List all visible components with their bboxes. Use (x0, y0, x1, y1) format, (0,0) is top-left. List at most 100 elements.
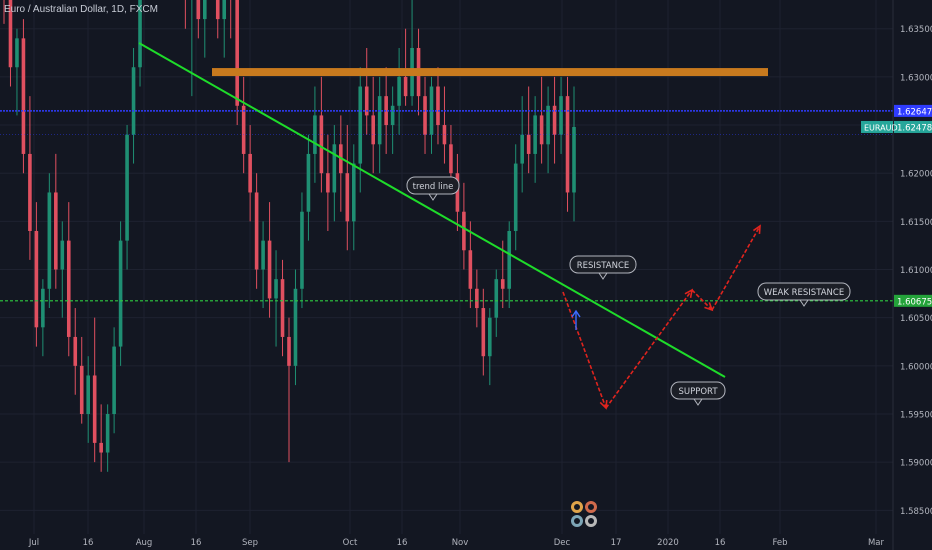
y-tick-label: 1.63500 (900, 25, 932, 35)
candle-body (332, 144, 337, 193)
candle-body (202, 0, 207, 20)
candle-body (54, 192, 58, 270)
price-axis[interactable]: 1.58500 1.59000 1.59500 1.60000 1.60500 1.610… (861, 0, 932, 550)
resistance-label: RESISTANCE (569, 255, 637, 280)
arrow-head (752, 224, 761, 235)
candle-body (449, 144, 453, 174)
resistance-label-pointer (598, 272, 608, 280)
candle-body (21, 38, 26, 154)
candle-body (241, 105, 246, 154)
candle-body (280, 279, 285, 337)
candle-body (559, 96, 563, 135)
y-tick-label: 1.60500 (900, 314, 932, 324)
candle-body (66, 240, 71, 337)
candle-body (351, 163, 356, 222)
projection-arrow (605, 289, 693, 409)
candle-body (8, 0, 13, 68)
weak-resistance-label-text: WEAK RESISTANCE (764, 288, 844, 298)
y-tick-label: 1.61000 (900, 266, 932, 276)
candle-body (462, 211, 466, 251)
x-tick-label: Oct (343, 538, 358, 548)
trend-line (138, 42, 726, 378)
candle-body (487, 317, 492, 357)
projection-arrow (711, 225, 761, 311)
candle-body (377, 96, 382, 145)
x-tick-label: 16 (191, 538, 202, 548)
candle-body (274, 279, 278, 299)
candle-body (500, 279, 505, 289)
candle-body (118, 240, 123, 347)
y-tick-label: 1.60000 (900, 362, 932, 372)
badge-blue-bg (894, 104, 932, 117)
y-tick-label: 1.61500 (900, 218, 932, 228)
badge-support-bg (894, 294, 932, 307)
candle-body (390, 105, 395, 126)
candle-body (397, 76, 401, 106)
chart-title: Euro / Australian Dollar, 1D, FXCM (4, 4, 158, 15)
support-label-text: SUPPORT (678, 387, 718, 397)
candle-body (319, 115, 324, 174)
candle-body (513, 163, 518, 231)
blue-arrow-head (571, 309, 581, 318)
candle-body (526, 134, 531, 154)
candle-body (267, 240, 272, 299)
candle-body (79, 365, 84, 414)
candle-body (358, 86, 363, 164)
trend-line-label: trend line (406, 176, 460, 201)
badge-blue: 1.62647 (897, 107, 932, 117)
candle-body (436, 86, 440, 126)
candle-body (293, 288, 298, 366)
time-axis[interactable]: Jul 16 Aug 16 Sep Oct 16 Nov Dec 17 2020 16 Feb Mar (28, 538, 885, 548)
weak-resistance-label-pointer (799, 299, 809, 307)
candle-body (313, 115, 317, 154)
candle-body (92, 375, 97, 443)
candle-body (248, 153, 252, 193)
watermark-logo (571, 501, 597, 527)
candle-body (138, 0, 142, 68)
candle-body (403, 76, 408, 97)
resistance-label-text: RESISTANCE (577, 261, 630, 271)
candle-body (520, 134, 524, 164)
x-tick-label: Feb (772, 538, 787, 548)
candle-body (47, 192, 52, 289)
candle-body (494, 279, 499, 318)
candle-body (125, 134, 129, 241)
x-tick-label: Jul (28, 538, 39, 548)
y-tick-label: 1.62000 (900, 170, 932, 180)
level-lines (0, 68, 893, 302)
y-tick-label: 1.59000 (900, 459, 932, 469)
x-tick-label: 2020 (657, 538, 679, 548)
candle-body (345, 173, 350, 222)
badge-symbol-bg (861, 120, 893, 133)
drawings: trend line RESISTANCE WEAK RESISTANCE SUPPO… (138, 42, 851, 410)
candle-body (552, 105, 557, 135)
candle-body (235, 0, 239, 106)
candle-body (546, 105, 550, 145)
candle-body (364, 86, 369, 116)
candle-body (565, 96, 570, 193)
candle-body (539, 115, 544, 145)
candle-body (73, 336, 78, 366)
projection-arrow (691, 289, 713, 311)
candle-body (326, 173, 330, 193)
resistance-zone (212, 68, 768, 77)
candle-body (572, 126, 576, 193)
candle-body (468, 250, 473, 289)
candle-body (15, 38, 19, 68)
x-tick-label: 16 (83, 538, 94, 548)
trend-line-label-text: trend line (413, 182, 454, 192)
support-label-pointer (693, 398, 703, 406)
candle-body (105, 414, 110, 453)
badge-last: 1.62478 (897, 123, 932, 133)
y-tick-label: 1.58500 (900, 507, 932, 517)
x-tick-label: Nov (452, 538, 469, 548)
x-tick-label: Sep (242, 538, 258, 548)
projection-arrow (562, 291, 607, 409)
weak-resistance-label: WEAK RESISTANCE (757, 282, 851, 307)
candles (3, 0, 576, 472)
candle-body (481, 308, 486, 357)
candle-body (429, 86, 434, 135)
x-tick-label: 17 (611, 538, 622, 548)
